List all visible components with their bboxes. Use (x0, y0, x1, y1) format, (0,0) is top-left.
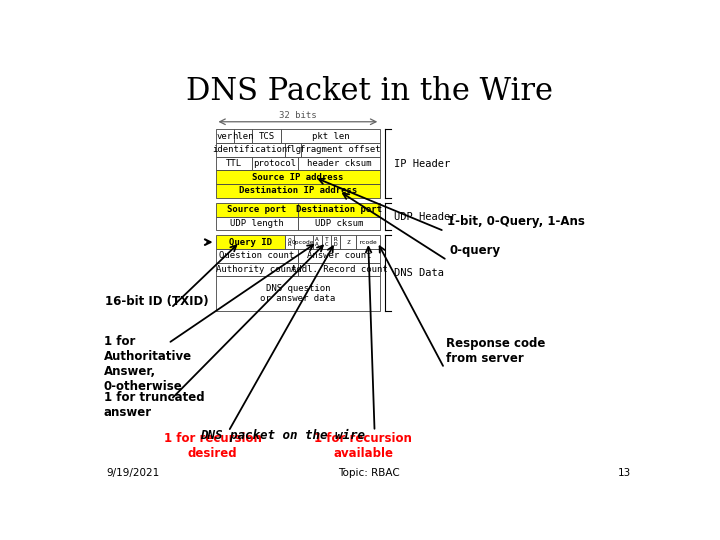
Text: header cksum: header cksum (307, 159, 372, 168)
Text: TCS: TCS (258, 132, 274, 140)
Text: 9/19/2021: 9/19/2021 (107, 468, 160, 478)
Bar (215, 235, 284, 249)
Text: Destination port: Destination port (296, 205, 382, 214)
Bar (301, 143, 380, 157)
Text: Answer count: Answer count (307, 251, 372, 260)
Bar (282, 129, 380, 143)
Bar (340, 235, 356, 249)
Bar (215, 184, 380, 198)
Text: 16-bit ID (TXID): 16-bit ID (TXID) (105, 295, 209, 308)
Bar (284, 235, 294, 249)
Text: DNS Data: DNS Data (394, 268, 444, 278)
Bar (298, 217, 380, 230)
Text: T
C: T C (325, 237, 328, 247)
Text: protocol: protocol (253, 159, 297, 168)
Text: DNS packet on the wire: DNS packet on the wire (200, 429, 365, 442)
Text: Q
R: Q R (287, 237, 291, 247)
Bar (284, 143, 301, 157)
Text: 32 bits: 32 bits (279, 111, 317, 120)
Bar (252, 157, 298, 171)
Text: Z: Z (346, 240, 350, 245)
Bar (330, 235, 340, 249)
Text: IP Header: IP Header (394, 159, 450, 168)
Bar (312, 235, 322, 249)
Text: pkt len: pkt len (312, 132, 350, 140)
Bar (215, 263, 298, 276)
Bar (215, 276, 380, 310)
Text: TTL: TTL (225, 159, 242, 168)
Text: identification: identification (212, 145, 288, 154)
Bar (215, 129, 234, 143)
Bar (252, 129, 282, 143)
Bar (215, 171, 380, 184)
Text: 1 for truncated
answer: 1 for truncated answer (104, 391, 204, 419)
Text: rcode: rcode (359, 240, 377, 245)
Text: Source IP address: Source IP address (252, 173, 343, 182)
Bar (298, 157, 380, 171)
Bar (322, 235, 330, 249)
Bar (356, 235, 380, 249)
Text: UDP length: UDP length (230, 219, 284, 228)
Text: Topic: RBAC: Topic: RBAC (338, 468, 400, 478)
Text: Query ID: Query ID (229, 238, 271, 247)
Text: hlen: hlen (232, 132, 253, 140)
Bar (215, 143, 284, 157)
Text: 1 for recursion
available: 1 for recursion available (315, 431, 413, 460)
Text: R
D: R D (333, 237, 337, 247)
Bar (215, 157, 252, 171)
Text: 13: 13 (618, 468, 631, 478)
Text: A
A: A A (315, 237, 319, 247)
Text: DNS question
or answer data: DNS question or answer data (260, 284, 336, 303)
Text: DNS Packet in the Wire: DNS Packet in the Wire (186, 76, 552, 107)
Text: 1 for
Authoritative
Answer,
0-otherwise: 1 for Authoritative Answer, 0-otherwise (104, 335, 192, 393)
Text: Question count: Question count (219, 251, 294, 260)
Text: Opcode: Opcode (292, 240, 315, 245)
Bar (215, 249, 298, 263)
Bar (234, 129, 252, 143)
Text: ver: ver (217, 132, 233, 140)
Text: 1-bit, 0-Query, 1-Ans: 1-bit, 0-Query, 1-Ans (447, 215, 585, 228)
Text: Authority count: Authority count (217, 265, 297, 274)
Text: UDP cksum: UDP cksum (315, 219, 363, 228)
Bar (294, 235, 312, 249)
Bar (298, 203, 380, 217)
Text: Destination IP address: Destination IP address (239, 186, 357, 195)
Text: flg: flg (285, 145, 301, 154)
Bar (215, 203, 298, 217)
Text: Response code
from server: Response code from server (446, 337, 545, 365)
Text: fragment offset: fragment offset (300, 145, 381, 154)
Text: 1 for recursion
desired: 1 for recursion desired (164, 431, 261, 460)
Bar (298, 249, 380, 263)
Text: 0-query: 0-query (450, 244, 501, 258)
Text: Source port: Source port (227, 205, 287, 214)
Text: Addl. Record count: Addl. Record count (291, 265, 387, 274)
Text: UDP Header: UDP Header (394, 212, 456, 221)
Bar (298, 263, 380, 276)
Bar (215, 217, 298, 230)
